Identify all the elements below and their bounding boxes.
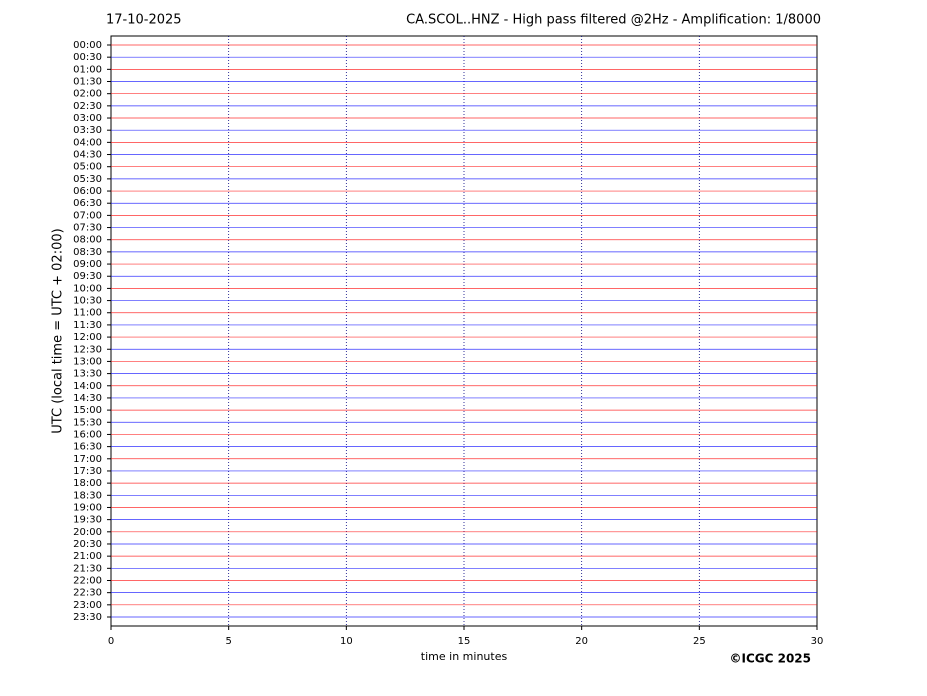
y-tick-label: 12:30	[73, 344, 102, 355]
y-tick-label: 07:30	[73, 223, 102, 234]
y-tick-label: 01:30	[73, 77, 102, 88]
y-tick-label: 14:00	[73, 381, 102, 392]
y-tick-label: 02:00	[73, 89, 102, 100]
y-tick-label: 04:00	[73, 137, 102, 148]
y-axis-label: UTC (local time = UTC + 02:00)	[51, 228, 66, 433]
x-tick-label: 15	[458, 636, 471, 647]
y-tick-label: 09:30	[73, 271, 102, 282]
y-tick-label: 12:00	[73, 332, 102, 343]
y-tick-label: 11:00	[73, 308, 102, 319]
y-tick-label: 14:30	[73, 393, 102, 404]
y-tick-label: 11:30	[73, 320, 102, 331]
y-tick-label: 21:00	[73, 551, 102, 562]
y-tick-label: 13:30	[73, 369, 102, 380]
y-tick-label: 04:30	[73, 150, 102, 161]
x-tick-label: 0	[108, 636, 114, 647]
x-tick-label: 30	[811, 636, 824, 647]
y-tick-label: 20:00	[73, 527, 102, 538]
y-tick-label: 21:30	[73, 563, 102, 574]
y-tick-label: 17:00	[73, 454, 102, 465]
y-tick-label: 03:00	[73, 113, 102, 124]
y-tick-label: 01:00	[73, 64, 102, 75]
y-tick-label: 19:00	[73, 502, 102, 513]
x-axis-label: time in minutes	[421, 650, 508, 663]
y-tick-label: 22:30	[73, 588, 102, 599]
y-tick-label: 07:00	[73, 210, 102, 221]
y-tick-label: 18:00	[73, 478, 102, 489]
y-tick-label: 02:30	[73, 101, 102, 112]
y-tick-label: 03:30	[73, 125, 102, 136]
y-tick-label: 16:00	[73, 429, 102, 440]
y-tick-label: 05:30	[73, 174, 102, 185]
y-tick-label: 10:00	[73, 283, 102, 294]
y-tick-label: 17:30	[73, 466, 102, 477]
y-tick-label: 06:00	[73, 186, 102, 197]
y-tick-label: 00:30	[73, 52, 102, 63]
y-tick-label: 10:30	[73, 296, 102, 307]
y-tick-label: 15:00	[73, 405, 102, 416]
x-tick-label: 25	[693, 636, 706, 647]
x-tick-label: 20	[575, 636, 588, 647]
chart-date: 17-10-2025	[106, 13, 182, 28]
y-tick-label: 00:00	[73, 40, 102, 51]
y-tick-label: 18:30	[73, 490, 102, 501]
y-tick-label: 23:30	[73, 612, 102, 623]
y-tick-label: 08:30	[73, 247, 102, 258]
y-tick-label: 23:00	[73, 600, 102, 611]
y-tick-label: 05:00	[73, 162, 102, 173]
y-tick-label: 08:00	[73, 235, 102, 246]
chart-title: CA.SCOL..HNZ - High pass filtered @2Hz -…	[406, 13, 821, 28]
y-tick-label: 06:30	[73, 198, 102, 209]
y-tick-label: 20:30	[73, 539, 102, 550]
y-tick-label: 13:00	[73, 356, 102, 367]
y-tick-label: 16:30	[73, 442, 102, 453]
y-tick-label: 09:00	[73, 259, 102, 270]
y-tick-label: 19:30	[73, 515, 102, 526]
y-tick-label: 22:00	[73, 575, 102, 586]
x-tick-label: 10	[340, 636, 353, 647]
y-tick-label: 15:30	[73, 417, 102, 428]
credit: ©ICGC 2025	[729, 652, 811, 666]
x-tick-label: 5	[225, 636, 231, 647]
